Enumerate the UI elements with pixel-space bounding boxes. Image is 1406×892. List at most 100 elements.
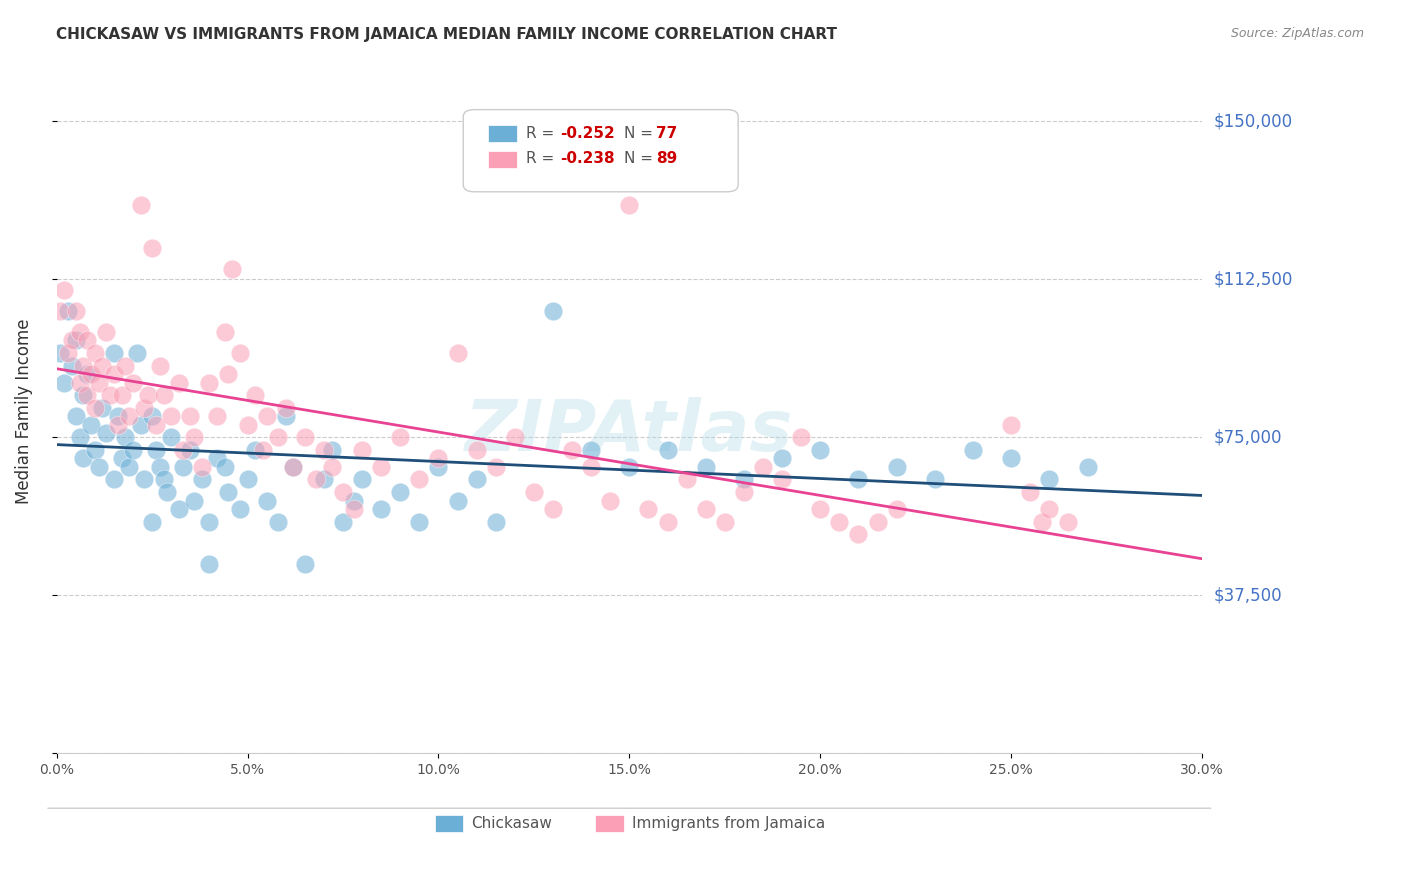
Point <box>848 527 870 541</box>
Point <box>118 409 141 424</box>
Point <box>72 451 94 466</box>
Point <box>389 430 412 444</box>
Point <box>205 409 228 424</box>
Point <box>243 442 266 457</box>
Point <box>60 334 83 348</box>
Point <box>107 409 129 424</box>
Point <box>1019 485 1042 500</box>
Point <box>141 515 163 529</box>
Point <box>465 473 488 487</box>
Point <box>129 417 152 432</box>
Point <box>134 401 156 415</box>
Point <box>96 325 118 339</box>
Point <box>1077 459 1099 474</box>
Point <box>65 304 87 318</box>
Point <box>256 493 278 508</box>
Point <box>343 493 366 508</box>
Point <box>179 409 201 424</box>
Point <box>770 451 793 466</box>
Point <box>53 376 76 390</box>
Point <box>541 502 564 516</box>
Point <box>76 334 98 348</box>
Point <box>198 557 221 571</box>
Point <box>637 502 659 516</box>
Point <box>69 325 91 339</box>
Point <box>446 346 468 360</box>
Point <box>172 442 194 457</box>
Bar <box>488 151 517 168</box>
Point <box>152 388 174 402</box>
Point <box>599 493 621 508</box>
Point <box>83 442 105 457</box>
Point <box>352 442 374 457</box>
Point <box>152 473 174 487</box>
Point <box>149 359 172 373</box>
Point <box>103 367 125 381</box>
Point <box>1000 417 1022 432</box>
FancyBboxPatch shape <box>463 110 738 192</box>
Point <box>267 430 290 444</box>
Point <box>370 502 392 516</box>
Point <box>848 473 870 487</box>
Point <box>65 409 87 424</box>
Point <box>156 485 179 500</box>
Point <box>122 442 145 457</box>
Point <box>198 515 221 529</box>
Point <box>924 473 946 487</box>
Point <box>370 459 392 474</box>
Point <box>80 367 103 381</box>
Point <box>408 515 430 529</box>
Text: $112,500: $112,500 <box>1213 270 1292 288</box>
Point <box>294 557 316 571</box>
Point <box>321 459 343 474</box>
Point <box>619 198 641 212</box>
Point <box>72 359 94 373</box>
Point <box>141 241 163 255</box>
Point <box>160 430 183 444</box>
Point <box>256 409 278 424</box>
Point <box>221 261 243 276</box>
Point <box>675 473 697 487</box>
Point <box>790 430 813 444</box>
Point <box>312 442 335 457</box>
Point <box>83 346 105 360</box>
Bar <box>595 815 624 832</box>
Point <box>695 459 717 474</box>
Y-axis label: Median Family Income: Median Family Income <box>15 318 32 504</box>
Text: N =: N = <box>624 126 658 141</box>
Text: $37,500: $37,500 <box>1213 586 1282 605</box>
Point <box>56 346 79 360</box>
Point <box>60 359 83 373</box>
Point <box>1031 515 1053 529</box>
Point <box>49 346 72 360</box>
Point <box>214 459 236 474</box>
Point <box>103 346 125 360</box>
Text: Chickasaw: Chickasaw <box>471 816 553 830</box>
Point <box>145 442 167 457</box>
Point <box>110 451 132 466</box>
Point <box>1038 473 1060 487</box>
Point <box>274 409 297 424</box>
Point <box>190 459 212 474</box>
Point <box>352 473 374 487</box>
Point <box>69 376 91 390</box>
Point <box>83 401 105 415</box>
Text: CHICKASAW VS IMMIGRANTS FROM JAMAICA MEDIAN FAMILY INCOME CORRELATION CHART: CHICKASAW VS IMMIGRANTS FROM JAMAICA MED… <box>56 27 837 42</box>
Point <box>657 515 679 529</box>
Point <box>179 442 201 457</box>
Text: N =: N = <box>624 152 658 167</box>
Point <box>172 459 194 474</box>
Point <box>1057 515 1080 529</box>
Bar <box>434 815 463 832</box>
Point <box>579 459 602 474</box>
Point <box>733 485 755 500</box>
Point <box>65 334 87 348</box>
Point <box>1038 502 1060 516</box>
Text: R =: R = <box>526 126 560 141</box>
Bar <box>488 126 517 143</box>
Point <box>236 417 259 432</box>
Point <box>56 304 79 318</box>
Text: R =: R = <box>526 152 560 167</box>
Point <box>332 485 354 500</box>
Point <box>69 430 91 444</box>
